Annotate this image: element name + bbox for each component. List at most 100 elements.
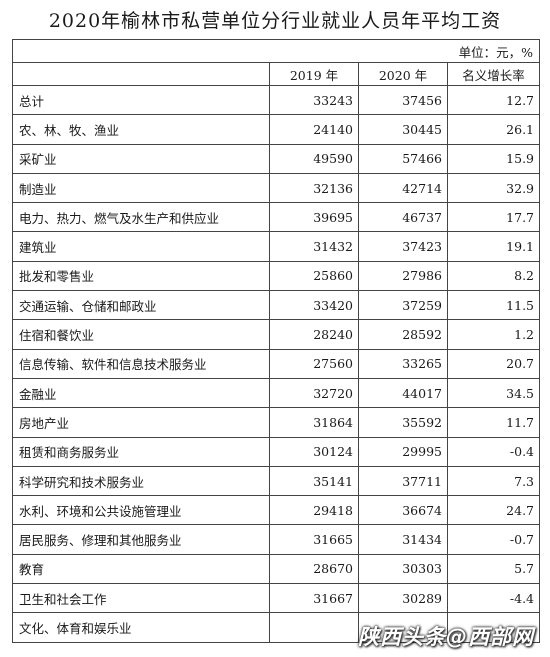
- growth-rate-cell: 12.7: [446, 84, 541, 116]
- wage-cell: 29995: [358, 436, 448, 467]
- table-row: 交通运输、仓储和邮政业 33420 37259 11.5: [12, 290, 541, 321]
- growth-rate-cell: -0.7: [446, 524, 541, 555]
- wage-cell: 42714: [358, 172, 448, 204]
- growth-rate-cell: 1.2: [446, 319, 541, 350]
- wage-cell: 28240: [269, 319, 359, 350]
- table-row: 文化、体育和娱乐业: [12, 612, 541, 643]
- wage-cell: 33265: [358, 348, 448, 379]
- industry-name-cell: 建筑业: [12, 231, 270, 262]
- page-title: 2020年榆林市私营单位分行业就业人员年平均工资: [48, 10, 502, 32]
- wage-cell: 27560: [269, 348, 359, 379]
- wage-cell: 37259: [358, 290, 448, 321]
- industry-name-cell: 房地产业: [12, 407, 270, 438]
- industry-name-cell: 总计: [12, 84, 270, 116]
- wage-table: 单位：元，% 2019 年 2020 年 名义增长率 总计 33243 37456 1…: [11, 39, 541, 643]
- industry-name-cell: 信息传输、软件和信息技术服务业: [12, 348, 270, 379]
- wage-cell: 30303: [358, 553, 448, 585]
- growth-rate-cell: 19.1: [446, 231, 541, 262]
- growth-rate-cell: 5.7: [446, 553, 541, 585]
- growth-rate-cell: 24.7: [446, 495, 541, 526]
- wage-cell: 31434: [358, 524, 448, 555]
- wage-cell: 36674: [358, 495, 448, 526]
- table-row: 总计 33243 37456 12.7: [12, 84, 541, 116]
- growth-rate-cell: 11.5: [446, 290, 541, 321]
- wage-cell: [358, 612, 448, 643]
- wage-cell: 31864: [269, 407, 359, 438]
- watermark-logo: 陕西头条@西部网: [358, 625, 534, 649]
- industry-name-cell: 文化、体育和娱乐业: [12, 612, 270, 643]
- header-cell: 名义增长率: [446, 62, 541, 86]
- industry-name-cell: 采矿业: [12, 143, 270, 174]
- wage-cell: 28592: [358, 319, 448, 350]
- industry-name-cell: 制造业: [12, 172, 270, 204]
- wage-cell: 25860: [269, 260, 359, 292]
- wage-cell: 31432: [269, 231, 359, 262]
- growth-rate-cell: 20.7: [446, 348, 541, 379]
- table-row: 教育 28670 30303 5.7: [12, 553, 541, 585]
- industry-name-cell: 电力、热力、燃气及水生产和供应业: [12, 202, 270, 233]
- table-row: 批发和零售业 25860 27986 8.2: [12, 260, 541, 292]
- header-cell: [12, 62, 270, 86]
- table-row: 水利、环境和公共设施管理业 29418 36674 24.7: [12, 495, 541, 526]
- table-row: 住宿和餐饮业 28240 28592 1.2: [12, 319, 541, 350]
- header-cell: 2020 年: [358, 62, 448, 86]
- wage-cell: 57466: [358, 143, 448, 174]
- industry-name-cell: 科学研究和技术服务业: [12, 465, 270, 497]
- industry-name-cell: 金融业: [12, 377, 270, 409]
- industry-name-cell: 教育: [12, 553, 270, 585]
- table-row: 居民服务、修理和其他服务业 31665 31434 -0.7: [12, 524, 541, 555]
- growth-rate-cell: 32.9: [446, 172, 541, 204]
- header-cell: 2019 年: [269, 62, 359, 86]
- growth-rate-cell: 11.7: [446, 407, 541, 438]
- wage-cell: 27986: [358, 260, 448, 292]
- growth-rate-cell: [446, 612, 541, 643]
- industry-name-cell: 住宿和餐饮业: [12, 319, 270, 350]
- growth-rate-cell: 26.1: [446, 114, 541, 145]
- wage-cell: 24140: [269, 114, 359, 145]
- table-row: 制造业 32136 42714 32.9: [12, 172, 541, 204]
- industry-name-cell: 居民服务、修理和其他服务业: [12, 524, 270, 555]
- growth-rate-cell: 17.7: [446, 202, 541, 233]
- wage-cell: 44017: [358, 377, 448, 409]
- growth-rate-cell: 7.3: [446, 465, 541, 497]
- wage-cell: [269, 612, 359, 643]
- wage-cell: 30445: [358, 114, 448, 145]
- unit-label: 单位：元，%: [11, 39, 541, 63]
- table-row: 卫生和社会工作 31667 30289 -4.4: [12, 583, 541, 614]
- wage-cell: 33243: [269, 84, 359, 116]
- table-row: 农、林、牧、渔业 24140 30445 26.1: [12, 114, 541, 145]
- industry-name-cell: 批发和零售业: [12, 260, 270, 292]
- wage-cell: 37456: [358, 84, 448, 116]
- wage-cell: 37423: [358, 231, 448, 262]
- table-row: 金融业 32720 44017 34.5: [12, 377, 541, 409]
- growth-rate-cell: -0.4: [446, 436, 541, 467]
- industry-name-cell: 卫生和社会工作: [12, 583, 270, 614]
- table-row: 电力、热力、燃气及水生产和供应业 39695 46737 17.7: [12, 202, 541, 233]
- header-row: 2019 年 2020 年 名义增长率: [12, 62, 541, 86]
- industry-name-cell: 租赁和商务服务业: [12, 436, 270, 467]
- wage-cell: 30124: [269, 436, 359, 467]
- wage-cell: 46737: [358, 202, 448, 233]
- growth-rate-cell: 8.2: [446, 260, 541, 292]
- industry-name-cell: 交通运输、仓储和邮政业: [12, 290, 270, 321]
- wage-cell: 39695: [269, 202, 359, 233]
- industry-name-cell: 农、林、牧、渔业: [12, 114, 270, 145]
- wage-cell: 31667: [269, 583, 359, 614]
- table-row: 采矿业 49590 57466 15.9: [12, 143, 541, 174]
- growth-rate-cell: 15.9: [446, 143, 541, 174]
- table-row: 建筑业 31432 37423 19.1: [12, 231, 541, 262]
- wage-cell: 31665: [269, 524, 359, 555]
- wage-cell: 35592: [358, 407, 448, 438]
- wage-cell: 37711: [358, 465, 448, 497]
- growth-rate-cell: -4.4: [446, 583, 541, 614]
- table-row: 信息传输、软件和信息技术服务业 27560 33265 20.7: [12, 348, 541, 379]
- table-row: 科学研究和技术服务业 35141 37711 7.3: [12, 465, 541, 497]
- unit-row: 单位：元，%: [11, 39, 541, 63]
- wage-cell: 33420: [269, 290, 359, 321]
- table-row: 房地产业 31864 35592 11.7: [12, 407, 541, 438]
- wage-cell: 32136: [269, 172, 359, 204]
- wage-cell: 28670: [269, 553, 359, 585]
- wage-cell: 29418: [269, 495, 359, 526]
- growth-rate-cell: 34.5: [446, 377, 541, 409]
- wage-cell: 49590: [269, 143, 359, 174]
